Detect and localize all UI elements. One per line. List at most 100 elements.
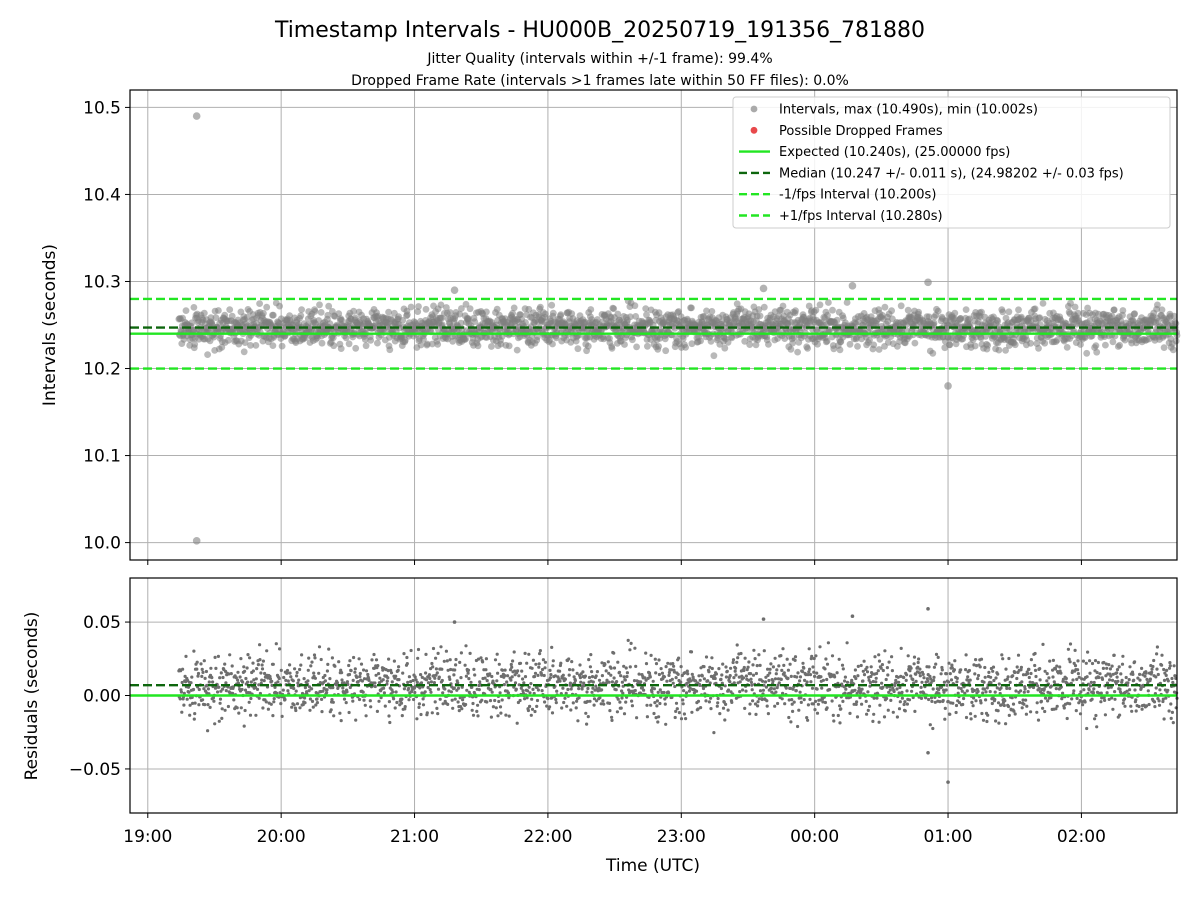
residual-point [473, 673, 477, 677]
residual-point [626, 638, 630, 643]
residual-point [900, 696, 905, 700]
residual-point [243, 669, 247, 673]
residual-point [323, 679, 327, 683]
residual-point [887, 660, 891, 664]
residual-outlier-point-2 [850, 614, 855, 618]
residual-point [708, 681, 712, 685]
interval-point [462, 335, 469, 343]
residual-point [485, 700, 489, 704]
residual-point [464, 702, 468, 707]
interval-point [443, 304, 450, 311]
residual-point [794, 689, 798, 693]
interval-point [1102, 341, 1109, 349]
residual-point [571, 701, 575, 705]
residual-point [656, 690, 660, 695]
residual-point [964, 668, 968, 672]
residual-point [478, 680, 482, 684]
residual-point [569, 708, 573, 712]
residual-point [205, 683, 209, 688]
residual-point [959, 687, 963, 691]
residual-point [405, 662, 409, 666]
residual-point [510, 675, 514, 679]
residual-point [353, 670, 357, 674]
residual-point [550, 645, 554, 650]
residual-point [732, 676, 736, 680]
residual-point [921, 672, 925, 677]
chart-title: Timestamp Intervals - HU000B_20250719_19… [274, 18, 925, 43]
residual-point [676, 672, 680, 677]
interval-point [260, 309, 267, 317]
intervals-y-tick-label-5: 10.5 [83, 98, 121, 118]
residual-point [330, 656, 334, 660]
interval-point [226, 306, 234, 313]
residual-point [590, 675, 595, 679]
residual-point [836, 713, 840, 718]
residual-point [498, 705, 503, 709]
residual-point [206, 703, 210, 707]
interval-point [710, 352, 718, 360]
interval-point [278, 342, 286, 350]
residual-point [196, 674, 200, 678]
residual-point [489, 715, 493, 719]
residual-point [495, 652, 499, 656]
residual-point [271, 662, 275, 666]
residual-point [1089, 680, 1093, 685]
residual-point [517, 674, 521, 678]
residual-point [917, 657, 921, 661]
residual-point [649, 703, 653, 707]
residual-point [192, 649, 196, 653]
residual-point [1150, 667, 1154, 671]
residual-point [854, 676, 858, 681]
residual-point [601, 699, 605, 703]
interval-point [342, 334, 350, 342]
residual-point [604, 669, 608, 673]
residual-point [652, 711, 656, 716]
residual-point [679, 717, 684, 721]
residual-point [608, 709, 612, 713]
residual-point [750, 688, 754, 692]
residual-point [781, 691, 785, 696]
residual-point [283, 697, 287, 702]
residual-point [874, 680, 878, 684]
residual-point [1028, 680, 1032, 684]
intervals-y-axis-label: Intervals (seconds) [40, 244, 60, 406]
residual-point [992, 678, 996, 683]
residual-point [612, 666, 617, 670]
interval-point [1169, 346, 1177, 354]
residual-point [180, 710, 184, 714]
interval-point [350, 307, 357, 315]
residual-point [585, 690, 589, 694]
residual-point [856, 674, 860, 678]
residual-point [295, 674, 299, 678]
residual-point [749, 680, 754, 684]
residual-point [1168, 661, 1172, 665]
interval-point [1027, 340, 1034, 347]
residual-point [457, 709, 461, 713]
time-x-ticks: 19:00 20:00 21:00 22:00 23:00 00:00 01:00 02:00 [123, 813, 1106, 847]
residual-point [947, 661, 951, 665]
residual-point [1086, 650, 1090, 654]
residual-point [1146, 680, 1150, 685]
residual-point [281, 688, 285, 692]
residual-point [924, 696, 928, 700]
residual-point [554, 697, 558, 702]
residual-point [792, 700, 796, 704]
residual-point [1155, 645, 1159, 649]
residual-point [1093, 717, 1097, 721]
residual-point [1128, 688, 1132, 692]
residual-point [663, 702, 667, 706]
interval-point [915, 308, 922, 316]
residual-point [1033, 668, 1038, 673]
residual-point [272, 697, 276, 701]
residual-point [839, 707, 843, 711]
interval-point [1002, 347, 1009, 354]
interval-point [724, 338, 732, 346]
residual-point [436, 651, 440, 656]
residual-point [537, 662, 541, 666]
residual-point [326, 662, 330, 667]
residual-point [618, 700, 622, 704]
residuals-points [177, 607, 1179, 784]
residual-point [698, 683, 702, 688]
residual-point [1022, 690, 1026, 694]
residual-point [256, 663, 260, 667]
